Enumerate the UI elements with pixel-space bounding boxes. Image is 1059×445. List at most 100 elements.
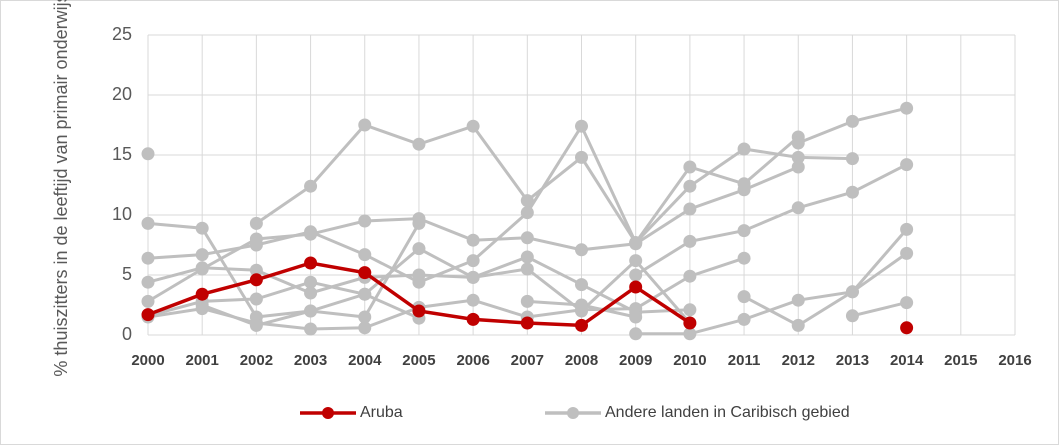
- x-tick-label: 2010: [673, 352, 706, 369]
- main-marker: [683, 316, 697, 330]
- other-marker: [520, 250, 534, 264]
- other-marker: [466, 233, 480, 247]
- other-marker: [358, 214, 372, 228]
- other-marker: [520, 206, 534, 220]
- other-marker: [791, 318, 805, 332]
- x-tick-label: 2007: [511, 352, 544, 369]
- other-marker: [683, 303, 697, 317]
- x-tick-label: 2001: [186, 352, 219, 369]
- other-marker: [249, 292, 263, 306]
- other-marker: [900, 296, 914, 310]
- other-marker: [791, 150, 805, 164]
- x-tick-label: 2005: [402, 352, 435, 369]
- y-tick-label: 0: [122, 324, 132, 344]
- legend-marker: [567, 407, 579, 419]
- y-tick-label: 20: [112, 84, 132, 104]
- other-marker: [575, 298, 588, 312]
- other-marker: [845, 152, 859, 166]
- other-marker: [249, 263, 263, 277]
- main-marker: [900, 321, 914, 335]
- other-marker: [412, 137, 426, 151]
- other-marker: [629, 310, 643, 324]
- legend-marker: [322, 407, 334, 419]
- other-marker: [900, 246, 914, 260]
- other-marker: [737, 224, 751, 238]
- other-marker: [683, 160, 697, 174]
- other-line: [634, 163, 908, 277]
- other-marker: [304, 322, 318, 336]
- other-marker: [466, 270, 480, 284]
- x-tick-label: 2002: [240, 352, 273, 369]
- other-marker: [737, 251, 751, 265]
- other-marker: [683, 327, 697, 341]
- other-marker: [520, 194, 534, 208]
- other-marker: [737, 183, 751, 197]
- y-tick-label: 5: [122, 264, 132, 284]
- other-marker: [520, 231, 534, 245]
- other-marker: [466, 254, 480, 268]
- x-tick-label: 2000: [131, 352, 164, 369]
- other-marker: [304, 179, 318, 193]
- other-marker: [683, 179, 697, 193]
- other-marker: [900, 101, 914, 115]
- other-marker: [575, 278, 588, 292]
- x-tick-label: 2012: [782, 352, 815, 369]
- other-marker: [845, 114, 859, 128]
- x-tick-label: 2011: [728, 352, 761, 369]
- other-marker: [141, 275, 155, 289]
- other-marker: [358, 287, 372, 301]
- other-marker: [195, 221, 209, 235]
- other-marker: [629, 237, 643, 251]
- other-marker: [358, 321, 372, 335]
- other-marker: [791, 136, 805, 150]
- other-marker: [249, 232, 263, 246]
- other-marker: [520, 294, 534, 308]
- other-marker: [683, 234, 697, 248]
- other-line: [147, 221, 421, 319]
- y-axis-label: % thuiszitters in de leeftijd van primai…: [51, 0, 71, 377]
- main-marker: [249, 273, 263, 287]
- other-marker: [737, 142, 751, 156]
- x-tick-label: 2014: [890, 352, 924, 369]
- main-marker: [141, 308, 155, 322]
- other-marker: [304, 304, 318, 318]
- other-marker: [141, 147, 155, 161]
- other-marker: [900, 222, 914, 236]
- other-marker: [466, 119, 480, 133]
- x-tick-label: 2003: [294, 352, 327, 369]
- other-marker: [845, 185, 859, 199]
- other-marker: [575, 243, 588, 257]
- other-marker: [629, 327, 643, 341]
- other-marker: [412, 268, 426, 282]
- other-marker: [304, 227, 318, 241]
- other-marker: [466, 293, 480, 307]
- other-marker: [575, 150, 588, 164]
- other-marker: [249, 318, 263, 332]
- x-tick-label: 2006: [456, 352, 489, 369]
- other-marker: [575, 119, 588, 133]
- legend-label: Andere landen in Caribisch gebied: [605, 404, 850, 421]
- other-marker: [141, 216, 155, 230]
- other-marker: [358, 118, 372, 132]
- x-tick-label: 2004: [348, 352, 382, 369]
- y-tick-label: 10: [112, 204, 132, 224]
- other-marker: [845, 309, 859, 323]
- other-marker: [358, 310, 372, 324]
- other-marker: [304, 275, 318, 289]
- other-marker: [791, 201, 805, 215]
- other-marker: [683, 202, 697, 216]
- other-marker: [845, 285, 859, 299]
- other-marker: [412, 212, 426, 226]
- other-marker: [791, 160, 805, 174]
- main-marker: [466, 312, 480, 326]
- other-marker: [358, 248, 372, 262]
- main-marker: [358, 266, 372, 280]
- other-marker: [737, 312, 751, 326]
- main-marker: [304, 256, 318, 270]
- other-marker: [629, 268, 643, 282]
- other-marker: [141, 251, 155, 265]
- legend-label: Aruba: [360, 404, 403, 421]
- main-marker: [412, 304, 426, 318]
